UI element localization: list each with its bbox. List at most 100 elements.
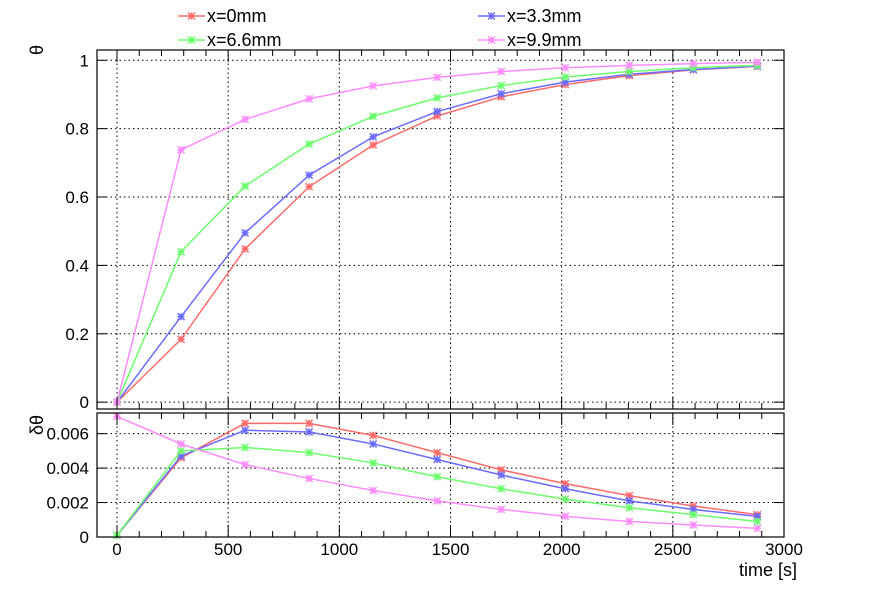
bottom-point-x-6-6mm-9: [689, 510, 698, 519]
top-point-x-9-9mm-7: [561, 63, 570, 72]
bottom-xtick-label-2: 1000: [320, 540, 358, 559]
top-point-x-9-9mm-4: [369, 81, 378, 90]
bottom-ytick-label-1: 0.002: [46, 494, 89, 513]
top-point-x-3-3mm-7: [561, 78, 570, 87]
legend-item-x99mm: x=9.9mm: [478, 30, 582, 50]
top-point-x-9-9mm-6: [497, 67, 506, 76]
top-ytick-label-3: 0.6: [65, 188, 89, 207]
bottom-series-layer: [112, 412, 762, 540]
top-point-x-3-3mm-1: [177, 312, 186, 321]
top-point-x-9-9mm-1: [177, 145, 186, 154]
top-point-x-9-9mm-9: [689, 59, 698, 68]
bottom-point-x-9-9mm-5: [433, 496, 442, 505]
top-point-x-9-9mm-10: [753, 58, 762, 67]
legend-marker-x66mm: [187, 35, 196, 45]
legend-swatch-x99mm-marker: [487, 35, 496, 45]
bottom-ytick-label-2: 0.004: [46, 459, 89, 478]
top-ytick-label-5: 1: [80, 51, 89, 70]
top-point-x-9-9mm-3: [305, 94, 314, 103]
top-point-x-3-3mm-6: [497, 89, 506, 98]
bottom-point-x-3-3mm-1: [177, 452, 186, 461]
bottom-point-x-6-6mm-7: [561, 495, 570, 504]
bottom-point-x-3-3mm-5: [433, 455, 442, 464]
bottom-point-x-9-9mm-2: [241, 460, 250, 469]
top-ytick-label-0: 0: [80, 393, 89, 412]
bottom-grid: [97, 413, 785, 538]
top-point-x-6-6mm-1: [177, 247, 186, 256]
top-point-x-9-9mm-2: [241, 115, 250, 124]
bottom-ytick-label-0: 0: [80, 528, 89, 547]
top-frame: [96, 49, 785, 410]
bottom-point-x-0mm-3: [305, 419, 314, 428]
top-ytick-label-2: 0.4: [65, 256, 89, 275]
bottom-point-x-9-9mm-1: [177, 439, 186, 449]
x-axis-label: time [s]: [739, 560, 797, 580]
bottom-frame: [96, 412, 785, 538]
top-point-x-0mm-1: [177, 335, 186, 344]
legend-label-x33mm: x=3.3mm: [507, 6, 582, 26]
top-point-x-0mm-4: [369, 141, 378, 150]
legend-item-x0mm: x=0mm: [178, 6, 267, 26]
bottom-y-axis-label: δθ: [27, 415, 47, 435]
bottom-xtick-label-5: 2500: [654, 540, 692, 559]
top-point-x-6-6mm-6: [497, 81, 506, 90]
bottom-xtick-label-0: 0: [112, 540, 121, 559]
top-point-x-9-9mm-5: [433, 73, 442, 82]
bottom-point-x-6-6mm-4: [369, 458, 378, 467]
top-point-x-6-6mm-5: [433, 93, 442, 102]
bottom-point-x-0mm-5: [433, 448, 442, 457]
top-axis-layer: 0 0.2 0.4 0.6 0.8 1: [65, 49, 785, 412]
top-y-axis-label: θ: [27, 45, 47, 55]
top-point-x-6-6mm-3: [305, 139, 314, 149]
legend-label-x0mm: x=0mm: [207, 6, 267, 26]
top-point-x-6-6mm-2: [241, 182, 250, 191]
bottom-point-x-6-6mm-8: [625, 503, 634, 512]
top-point-x-3-3mm-2: [241, 228, 250, 237]
bottom-point-x-6-6mm-10: [753, 517, 762, 526]
bottom-point-x-9-9mm-10: [753, 524, 762, 533]
top-point-x-6-6mm-8: [625, 67, 634, 76]
legend-swatch-x0mm-marker: [187, 11, 196, 21]
bottom-point-x-6-6mm-3: [305, 448, 314, 457]
top-point-x-6-6mm-4: [369, 112, 378, 121]
top-series-layer: [112, 58, 762, 407]
bottom-point-x-9-9mm-7: [561, 512, 570, 521]
bottom-series-line-x-3-3mm: [116, 429, 759, 537]
bottom-point-x-3-3mm-3: [305, 427, 314, 436]
bottom-point-x-9-9mm-3: [305, 474, 314, 483]
top-point-x-3-3mm-4: [369, 132, 378, 141]
legend: x=0mm x=3.3mm x=6.6mm x=9.9mm: [178, 6, 582, 50]
bottom-point-x-6-6mm-5: [433, 472, 442, 481]
bottom-point-x-3-3mm-9: [689, 505, 698, 514]
bottom-point-x-3-3mm-8: [625, 496, 634, 505]
bottom-point-x-0mm-6: [497, 465, 506, 474]
bottom-point-x-3-3mm-6: [497, 470, 506, 480]
bottom-point-x-0mm-4: [369, 431, 378, 440]
bottom-axis-layer: 0 0.002 0.004 0.006 0 500 1000 1500 2000 2500 3000: [46, 412, 803, 559]
bottom-ytick-label-3: 0.006: [46, 425, 89, 444]
bottom-point-x-3-3mm-10: [753, 512, 762, 521]
bottom-xtick-label-6: 3000: [765, 540, 803, 559]
bottom-xtick-label-4: 2000: [543, 540, 581, 559]
top-point-x-3-3mm-3: [305, 171, 314, 180]
legend-marker-x33mm: [487, 11, 496, 21]
top-grid: [97, 50, 785, 409]
legend-item-x66mm: x=6.6mm: [178, 30, 282, 50]
top-ytick-label-4: 0.8: [65, 120, 89, 139]
top-point-x-0mm-2: [241, 244, 250, 254]
bottom-point-x-6-6mm-1: [177, 446, 186, 455]
bottom-point-x-6-6mm-2: [241, 443, 250, 452]
top-point-x-6-6mm-9: [689, 63, 698, 72]
bottom-point-x-3-3mm-4: [369, 439, 378, 449]
top-point-x-0mm-5: [433, 111, 442, 121]
legend-swatch-x33mm-marker: [487, 11, 496, 21]
legend-marker-x0mm: [187, 11, 196, 21]
legend-swatch-x66mm-marker: [187, 35, 196, 45]
top-point-x-3-3mm-5: [433, 107, 442, 116]
top-point-x-9-9mm-8: [625, 61, 634, 70]
bottom-point-x-3-3mm-7: [561, 484, 570, 493]
bottom-point-x-9-9mm-4: [369, 486, 378, 495]
legend-item-x33mm: x=3.3mm: [478, 6, 582, 26]
bottom-point-x-9-9mm-8: [625, 517, 634, 526]
bottom-xtick-label-1: 500: [214, 540, 242, 559]
